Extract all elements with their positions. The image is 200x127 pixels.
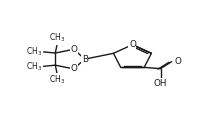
Text: O: O: [128, 40, 135, 49]
Text: CH$_3$: CH$_3$: [26, 46, 42, 58]
Text: CH$_3$: CH$_3$: [49, 32, 65, 44]
Text: CH$_3$: CH$_3$: [49, 74, 65, 86]
Text: O: O: [70, 45, 77, 54]
Text: O: O: [173, 57, 180, 66]
Text: CH$_3$: CH$_3$: [26, 60, 42, 73]
Text: B: B: [82, 55, 87, 64]
Text: O: O: [70, 64, 77, 73]
Text: OH: OH: [153, 79, 166, 88]
